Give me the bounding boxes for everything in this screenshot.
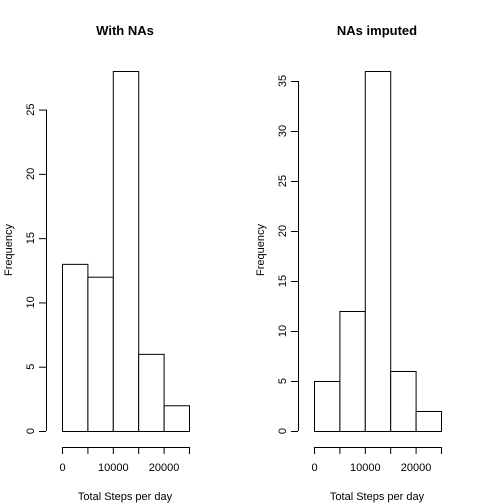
x-tick-label: 20000 — [401, 462, 432, 474]
histogram-bar — [415, 411, 443, 432]
x-axis: 0 10000 20000 — [311, 447, 442, 474]
x-axis: 0 10000 20000 — [59, 447, 190, 474]
histogram-bar — [364, 71, 392, 432]
histogram-bar — [112, 71, 140, 432]
histogram-bar — [138, 353, 165, 433]
y-tick-label: 35 — [277, 75, 289, 87]
y-tick-label: 5 — [277, 378, 289, 384]
chart-title: NAs imputed — [337, 23, 417, 38]
y-axis: 0 5 10 15 20 25 — [25, 103, 47, 434]
y-tick-label: 20 — [277, 225, 289, 237]
x-axis-label: Total Steps per day — [78, 491, 173, 503]
y-tick-label: 0 — [25, 428, 37, 434]
x-tick-label: 0 — [59, 462, 65, 474]
y-tick-label: 10 — [25, 296, 37, 308]
x-tick-label: 0 — [311, 462, 317, 474]
y-tick-label: 10 — [277, 325, 289, 337]
y-tick-label: 15 — [25, 232, 37, 244]
y-axis: 0 5 10 15 20 25 30 35 — [277, 75, 299, 434]
x-tick-label: 10000 — [350, 462, 381, 474]
histogram-bar — [390, 371, 417, 432]
histogram-bar — [87, 276, 114, 433]
histogram-bar — [339, 311, 366, 432]
x-tick-label: 20000 — [149, 462, 180, 474]
x-tick-label: 10000 — [98, 462, 129, 474]
y-axis-label: Frequency — [3, 224, 15, 276]
y-axis-label: Frequency — [255, 224, 267, 276]
panel-nas-imputed: NAs imputed Total Steps per day Frequenc… — [255, 23, 443, 503]
histogram-bar — [62, 263, 89, 432]
y-tick-label: 25 — [277, 175, 289, 187]
y-tick-label: 20 — [25, 168, 37, 180]
bars — [62, 71, 191, 433]
x-axis-label: Total Steps per day — [330, 491, 425, 503]
y-tick-label: 15 — [277, 275, 289, 287]
panel-with-nas: With NAs Total Steps per day Frequency 0… — [3, 23, 191, 503]
y-tick-label: 30 — [277, 125, 289, 137]
y-tick-label: 25 — [25, 103, 37, 115]
y-tick-label: 0 — [277, 428, 289, 434]
chart-title: With NAs — [96, 23, 154, 38]
histogram-bar — [163, 405, 191, 432]
bars — [314, 71, 443, 432]
histogram-bar — [314, 381, 341, 432]
y-tick-label: 5 — [25, 364, 37, 370]
